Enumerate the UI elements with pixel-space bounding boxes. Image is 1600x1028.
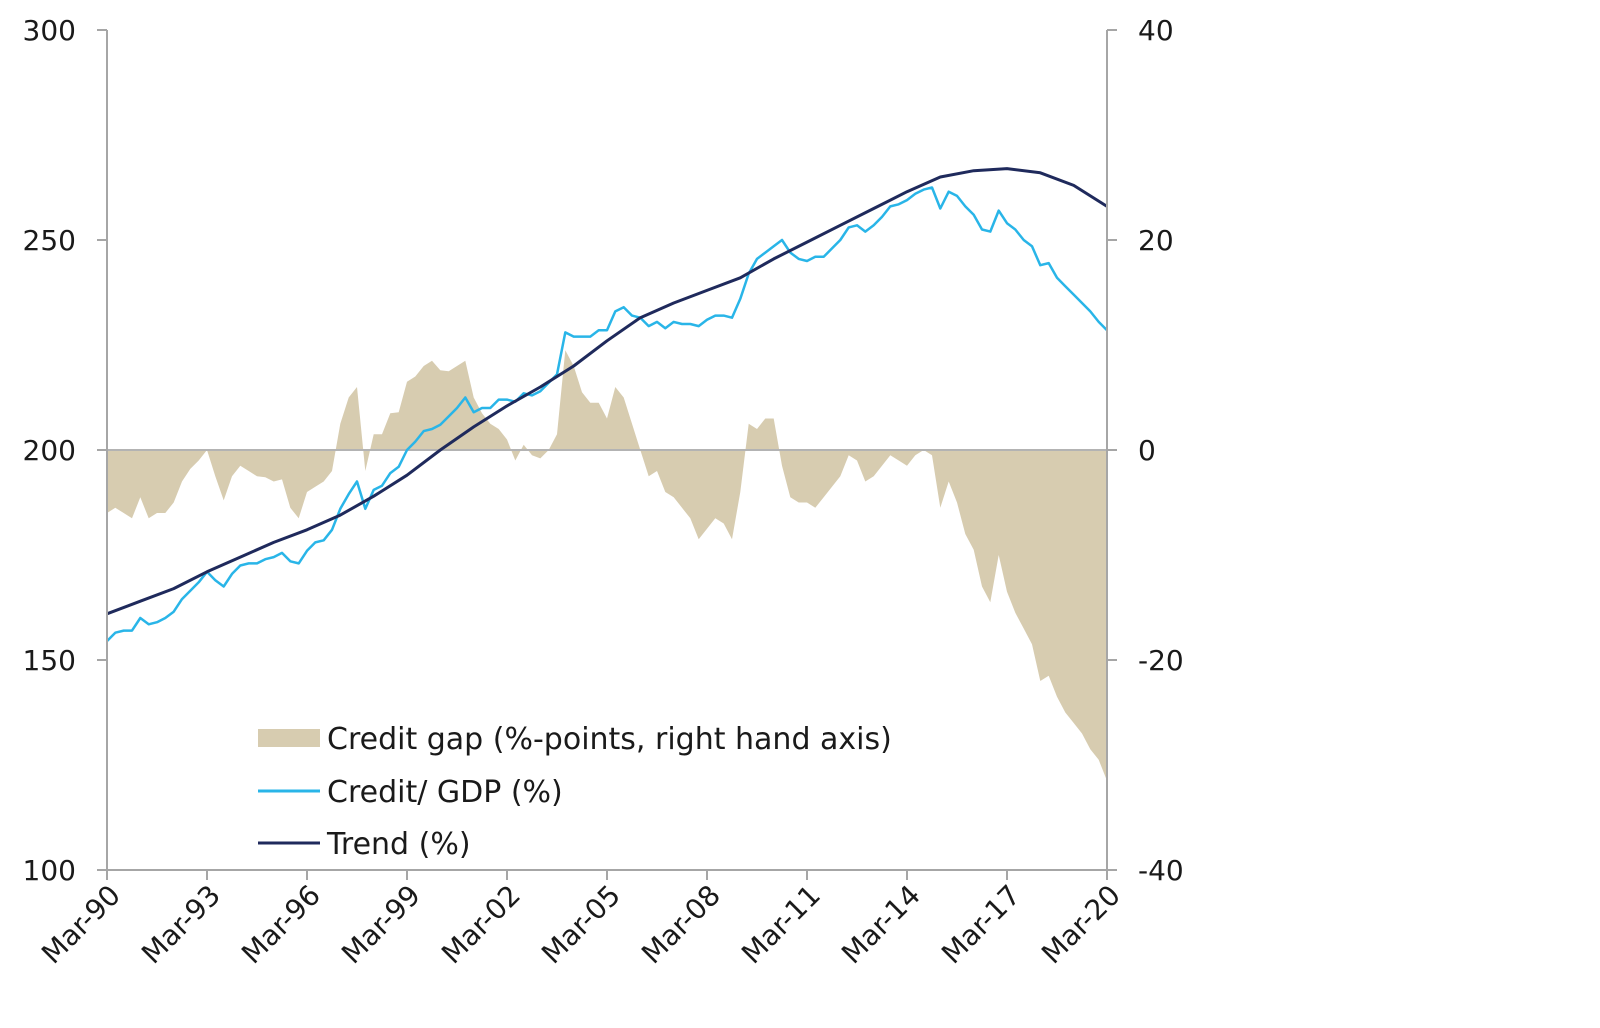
legend-label-credit-gap: Credit gap (%-points, right hand axis) (327, 722, 892, 757)
credit-gap-area (107, 350, 1107, 781)
x-tick-label: Mar-99 (335, 879, 427, 971)
right-tick-label: 0 (1138, 434, 1156, 467)
left-y-ticks: 300 250 200 150 100 (23, 14, 107, 887)
trend-line (106, 167, 1108, 616)
area-layer (107, 350, 1107, 781)
legend-label-credit-gdp: Credit/ GDP (%) (327, 775, 563, 810)
right-tick-label: -20 (1138, 644, 1184, 677)
x-axis-ticks: Mar-90 Mar-93 Mar-96 Mar-99 Mar-02 Mar-05 Mar-… (35, 870, 1127, 970)
x-tick-label: Mar-93 (135, 879, 227, 971)
x-tick-label: Mar-11 (735, 879, 827, 971)
x-tick-label: Mar-08 (635, 879, 727, 971)
x-tick-label: Mar-17 (935, 879, 1027, 971)
x-tick-label: Mar-02 (435, 879, 527, 971)
x-tick-label: Mar-90 (35, 879, 127, 971)
x-tick-label: Mar-05 (535, 879, 627, 971)
left-tick-label: 250 (23, 224, 76, 257)
right-y-ticks: 40 20 0 -20 -40 (1107, 14, 1184, 887)
right-tick-label: -40 (1138, 854, 1184, 887)
left-tick-label: 200 (23, 434, 76, 467)
x-tick-label: Mar-14 (835, 879, 927, 971)
left-tick-label: 100 (23, 854, 76, 887)
right-tick-label: 20 (1138, 224, 1174, 257)
line-layer (106, 167, 1108, 642)
legend-label-trend: Trend (%) (326, 827, 471, 862)
x-tick-label: Mar-96 (235, 879, 327, 971)
credit-gdp-line (106, 186, 1108, 642)
legend: Credit gap (%-points, right hand axis) C… (258, 722, 892, 862)
left-tick-label: 150 (23, 644, 76, 677)
left-tick-label: 300 (23, 14, 76, 47)
x-tick-label: Mar-20 (1035, 879, 1127, 971)
right-tick-label: 40 (1138, 14, 1174, 47)
legend-swatch-credit-gap (258, 729, 320, 747)
